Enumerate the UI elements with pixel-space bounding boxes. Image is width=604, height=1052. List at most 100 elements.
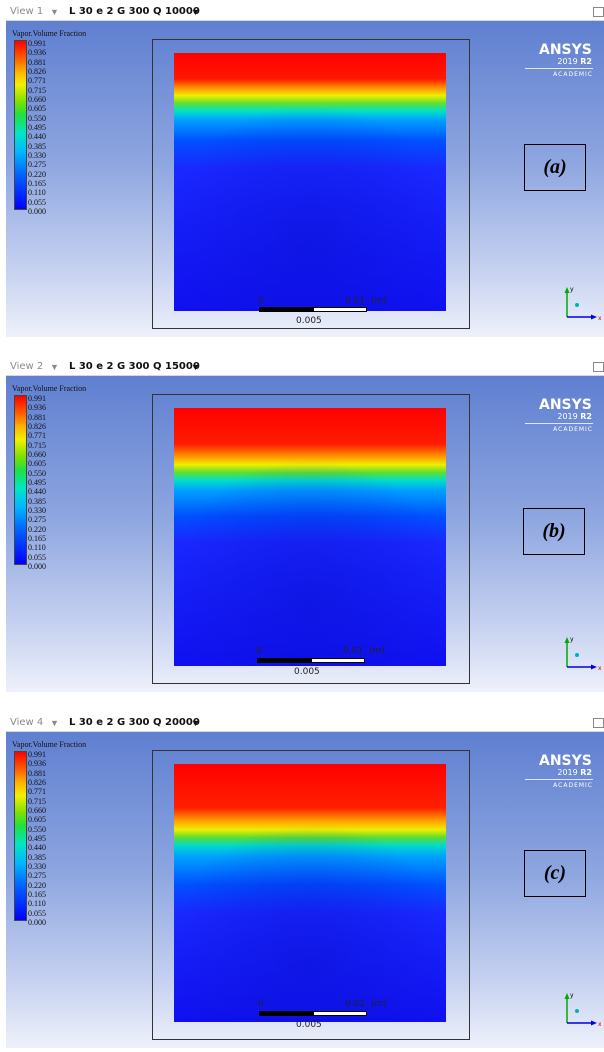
legend-tick-label: 0.715 — [28, 85, 46, 95]
view-dropdown-icon[interactable]: ▼ — [50, 7, 59, 17]
legend-tick-label: 0.000 — [28, 562, 46, 571]
scale-unit-label: (m) — [369, 646, 385, 656]
legend-tick-label: 0.991 — [28, 394, 46, 403]
legend-tick-label: 0.660 — [28, 95, 46, 104]
axis-y-label: y — [570, 992, 574, 999]
legend-tick-label: 0.385 — [28, 141, 46, 151]
scale-max-label: 0.01 — [345, 296, 366, 306]
legend-tick-label: 0.220 — [28, 524, 46, 534]
maximize-icon[interactable] — [593, 718, 604, 728]
legend-tick-label: 0.826 — [28, 67, 46, 76]
legend-tick-label: 0.055 — [28, 197, 46, 207]
legend-tick-label: 0.660 — [28, 450, 46, 459]
legend-colorbar — [14, 40, 27, 210]
scale-max-label: 0.01 — [345, 999, 366, 1009]
viewport-titlebar: View 4 ▼ L 30 e 2 G 300 Q 20000 ▼ — [6, 715, 604, 732]
ansys-version: 2019 R2 — [557, 57, 592, 66]
legend-tick-label: 0.936 — [28, 48, 46, 58]
legend-tick-label: 0.165 — [28, 890, 46, 899]
legend-tick-label: 0.110 — [28, 188, 46, 198]
panel-label: (c) — [524, 850, 586, 897]
legend-title: Vapor.Volume Fraction — [12, 29, 87, 38]
scale-bar-white — [313, 307, 367, 312]
legend-tick-label: 0.110 — [28, 899, 46, 909]
viewport-titlebar: View 2 ▼ L 30 e 2 G 300 Q 15000 ▼ — [6, 359, 604, 376]
legend-tick-label: 0.936 — [28, 403, 46, 413]
graphics-viewport[interactable]: Vapor.Volume Fraction 0.991 0.936 0.881 0.8… — [6, 376, 604, 692]
view-frame — [152, 39, 470, 329]
graphics-viewport[interactable]: Vapor.Volume Fraction 0.991 0.936 0.881 0.8… — [6, 21, 604, 337]
scale-max-label: 0.01 — [343, 646, 364, 656]
legend-tick-label: 0.715 — [28, 796, 46, 806]
legend-ticks: 0.991 0.936 0.881 0.826 0.771 0.715 0.660 0.605… — [28, 749, 68, 927]
legend-tick-label: 0.826 — [28, 422, 46, 431]
view-selector[interactable]: View 4 — [10, 717, 44, 728]
axis-y-label: y — [570, 636, 574, 643]
ansys-edition: ACADEMIC — [553, 71, 593, 78]
view-title[interactable]: L 30 e 2 G 300 Q 15000 — [69, 361, 200, 372]
legend-colorbar — [14, 751, 27, 921]
ansys-logo: ANSYS — [539, 42, 592, 58]
scale-mid-label: 0.005 — [296, 1020, 322, 1030]
axis-x-label: x — [598, 665, 602, 672]
title-dropdown-icon[interactable]: ▼ — [191, 362, 200, 372]
legend-tick-label: 0.881 — [28, 412, 46, 422]
maximize-icon[interactable] — [593, 7, 604, 17]
logo-divider — [525, 423, 593, 424]
view-frame — [152, 394, 470, 684]
legend-tick-label: 0.881 — [28, 57, 46, 67]
view-selector[interactable]: View 1 — [10, 6, 44, 17]
vapor-fraction-contour — [174, 764, 446, 1022]
axis-triad-icon: y x — [564, 286, 602, 322]
legend-tick-label: 0.440 — [28, 843, 46, 853]
title-dropdown-icon[interactable]: ▼ — [191, 7, 200, 17]
legend-ticks: 0.991 0.936 0.881 0.826 0.771 0.715 0.660 0.605… — [28, 393, 68, 571]
panel-label: (a) — [524, 144, 586, 191]
scale-bar: 0 0.01 (m) 0.005 — [6, 732, 604, 1048]
legend-tick-label: 0.385 — [28, 852, 46, 862]
legend-tick-label: 0.220 — [28, 169, 46, 179]
viewport-panel-3: View 4 ▼ L 30 e 2 G 300 Q 20000 ▼ Vapor.… — [6, 715, 604, 1048]
legend-tick-label: 0.550 — [28, 468, 46, 478]
logo-divider — [525, 779, 593, 780]
view-dropdown-icon[interactable]: ▼ — [50, 718, 59, 728]
legend-tick-label: 0.605 — [28, 459, 46, 469]
viewport-titlebar: View 1 ▼ L 30 e 2 G 300 Q 10000 ▼ — [6, 4, 604, 21]
view-title[interactable]: L 30 e 2 G 300 Q 10000 — [69, 6, 200, 17]
legend-tick-label: 0.771 — [28, 431, 46, 441]
scale-unit-label: (m) — [371, 999, 387, 1009]
legend-title: Vapor.Volume Fraction — [12, 740, 87, 749]
legend-tick-label: 0.275 — [28, 515, 46, 525]
legend-tick-label: 0.330 — [28, 151, 46, 160]
legend-tick-label: 0.220 — [28, 880, 46, 890]
title-dropdown-icon[interactable]: ▼ — [191, 718, 200, 728]
legend-tick-label: 0.826 — [28, 778, 46, 787]
legend-tick-label: 0.165 — [28, 179, 46, 188]
ansys-edition: ACADEMIC — [553, 426, 593, 433]
legend-tick-label: 0.715 — [28, 440, 46, 450]
scale-bar-black — [259, 1011, 313, 1016]
view-dropdown-icon[interactable]: ▼ — [50, 362, 59, 372]
scale-bar-black — [257, 658, 311, 663]
legend-ticks: 0.991 0.936 0.881 0.826 0.771 0.715 0.660 0.605… — [28, 38, 68, 216]
legend-tick-label: 0.495 — [28, 834, 46, 843]
legend-tick-label: 0.495 — [28, 478, 46, 487]
view-selector[interactable]: View 2 — [10, 361, 44, 372]
logo-divider — [525, 68, 593, 69]
graphics-viewport[interactable]: Vapor.Volume Fraction 0.991 0.936 0.881 0.8… — [6, 732, 604, 1048]
legend-tick-label: 0.110 — [28, 543, 46, 553]
axis-triad-icon: y x — [564, 992, 602, 1028]
viewport-panel-1: View 1 ▼ L 30 e 2 G 300 Q 10000 ▼ Vapor.… — [6, 4, 604, 337]
view-title[interactable]: L 30 e 2 G 300 Q 20000 — [69, 717, 200, 728]
legend-tick-label: 0.550 — [28, 113, 46, 123]
legend-tick-label: 0.000 — [28, 207, 46, 216]
scale-bar-white — [311, 658, 365, 663]
legend-tick-label: 0.605 — [28, 815, 46, 825]
legend-tick-label: 0.385 — [28, 496, 46, 506]
legend-tick-label: 0.550 — [28, 824, 46, 834]
legend-tick-label: 0.605 — [28, 104, 46, 114]
ansys-version: 2019 R2 — [557, 768, 592, 777]
scale-zero-label: 0 — [256, 646, 262, 656]
legend-tick-label: 0.991 — [28, 39, 46, 48]
maximize-icon[interactable] — [593, 362, 604, 372]
